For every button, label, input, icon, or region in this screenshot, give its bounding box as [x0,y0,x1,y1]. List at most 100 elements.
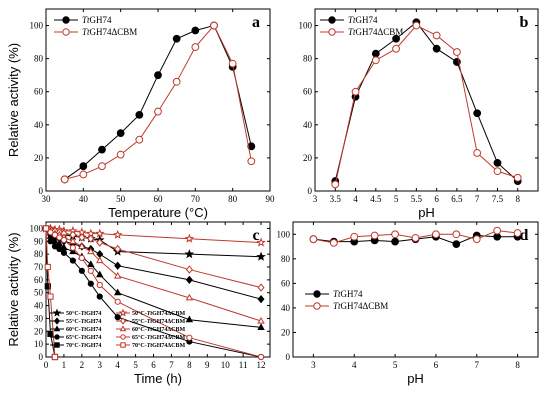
legend-item: 50°C-TtGH74 [50,308,101,317]
y-tick-label: 100 [30,21,44,31]
data-point [42,225,50,232]
x-tick-label: 6 [434,360,439,370]
legend-label: TtGH74ΔCBM [82,27,137,37]
data-point [329,238,338,247]
legend-item: TtGH74ΔCBM [54,27,137,37]
x-tick-label: 3 [313,194,318,204]
y-tick-label: 0 [39,352,44,362]
data-point [116,150,125,159]
legend-label: TtGH74ΔCBM [348,27,403,37]
data-point [96,238,104,247]
x-tick-label: 5.5 [411,194,423,204]
data-point [60,249,68,256]
x-tick-label: 7 [475,360,480,370]
y-tick-label: 50 [34,288,44,298]
legend-item: 60°C-TtGH74ΔCBM [116,325,186,333]
data-point [228,59,237,68]
legend-label: TtGH74 [82,15,112,25]
series-1 [309,226,522,247]
legend-item: TtGH74 [54,15,112,25]
y-tick-label: 20 [34,153,44,163]
panel-letter: c [252,227,259,244]
y-tick-label: 60 [34,87,44,97]
data-point [78,233,86,242]
x-tick-label: 7 [169,360,174,370]
panel-letter: b [520,14,529,31]
data-point [184,233,195,243]
data-point [257,323,265,331]
y-tick-label: 60 [281,278,291,288]
series-line [45,228,262,300]
data-point [493,167,502,176]
data-point [186,334,193,341]
y-tick-label: 40 [34,120,44,130]
legend-label: 60°C-TtGH74 [66,326,101,333]
data-point [56,234,63,241]
legend-marker [328,16,336,24]
series-line [45,228,56,358]
legend-label: 50°C-TtGH74 [66,310,101,317]
data-point [87,280,94,287]
data-point [56,245,63,253]
data-point [154,107,162,116]
data-point [257,353,265,361]
legend-marker [313,290,321,298]
series-line [64,24,252,180]
data-point [452,230,461,239]
data-point [114,244,122,254]
series-line [64,24,252,180]
legend-label: 65°C-TtGH74ΔCBM [132,334,186,341]
y-axis-title: Relative activity (%) [6,232,21,346]
data-point [135,110,144,119]
legend-item: TtGH74 [305,289,363,299]
data-point [432,44,441,53]
data-point [44,283,51,290]
legend-marker [120,342,126,348]
data-point [185,293,194,301]
data-point [47,330,54,337]
y-tick-label: 20 [34,326,44,336]
data-point [185,275,193,285]
x-axis-title: pH [418,205,435,220]
data-point [112,229,123,239]
legend-item: 65°C-TtGH74ΔCBM [116,334,186,341]
x-tick-label: 4 [352,360,357,370]
data-point [513,173,522,182]
legend-item: 65°C-TtGH74 [50,334,101,341]
x-tick-label: 40 [79,194,89,204]
x-tick-label: 1 [62,360,67,370]
x-tick-label: 6.5 [451,194,463,204]
y-tick-label: 80 [303,54,313,64]
data-point [257,294,265,304]
data-point [493,158,502,167]
x-tick-label: 90 [266,194,276,204]
y-tick-label: 80 [34,249,44,259]
y-tick-label: 40 [303,120,313,130]
legend-item: 55°C-TtGH74ΔCBM [116,317,186,325]
x-tick-label: 5 [394,194,399,204]
x-tick-label: 80 [228,194,238,204]
legend-marker [52,308,62,317]
chart-panel-b: 3 3.5 4 4.5 5 5.5 6 6.5 7 7.5 8020406080100pHbTtGH… [299,8,539,220]
legend-marker [62,16,70,24]
data-point [472,235,481,244]
data-point [114,314,121,321]
y-tick-label: 20 [303,153,313,163]
series-6 [42,224,265,292]
x-tick-label: 2 [80,360,85,370]
data-point [98,145,106,154]
x-axis-title: Temperature (°C) [108,205,208,220]
chart-panel-c: 0 1 2 3 4 5 6 7 8 9 10 11 120102030405060708090100Ti… [6,221,271,386]
legend-marker [54,334,60,340]
chart-panel-a: 30 40 50 60 70 80 90 0 20 40 60 80 100 Temperature (°… [6,8,276,220]
data-point [69,247,77,255]
legend-label: 65°C-TtGH74 [66,334,101,341]
y-tick-label: 0 [39,186,44,196]
data-point [51,231,59,238]
data-point [44,263,51,271]
x-tick-label: 4.5 [370,194,382,204]
legend-label: 55°C-TtGH74 [66,318,101,325]
y-axis-title: Relative activity (%) [6,43,21,157]
x-tick-label: 9 [205,360,210,370]
data-point [114,261,122,270]
